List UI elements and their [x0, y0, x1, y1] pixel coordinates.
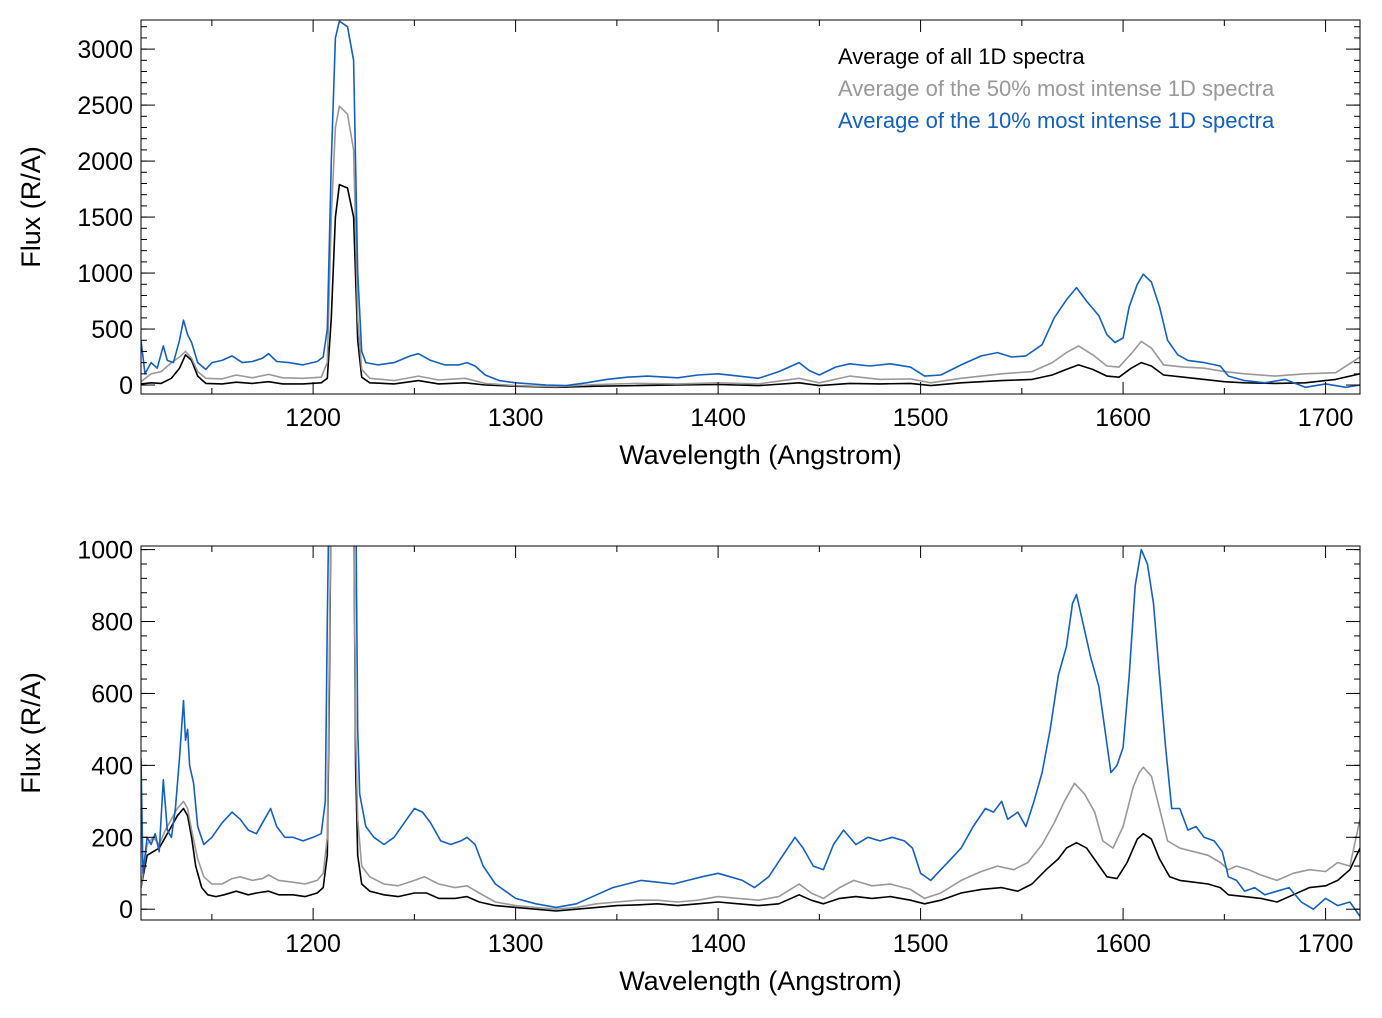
series-line-top50: [141, 546, 1360, 910]
y-tick-label: 1500: [77, 204, 133, 232]
x-tick-label: 1600: [1095, 930, 1151, 958]
y-tick-label: 1000: [77, 260, 133, 288]
x-tick-label: 1200: [285, 404, 341, 432]
x-tick-label: 1500: [893, 930, 949, 958]
legend-entry: Average of the 50% most intense 1D spect…: [838, 76, 1275, 101]
y-tick-label: 200: [91, 824, 133, 852]
x-tick-label: 1400: [690, 404, 746, 432]
y-tick-label: 2000: [77, 148, 133, 176]
y-axis-label: Flux (R/A): [16, 672, 46, 794]
x-tick-label: 1600: [1095, 404, 1151, 432]
y-tick-label: 0: [119, 372, 133, 400]
x-tick-label: 1300: [488, 930, 544, 958]
y-tick-label: 500: [91, 316, 133, 344]
series-line-all: [141, 183, 1360, 389]
y-axis-label: Flux (R/A): [16, 146, 46, 268]
top-panel: 1200 1300 1400 1500 1600 1700 0 500 1000 1500 2000…: [16, 19, 1361, 470]
x-tick-label: 1700: [1298, 404, 1354, 432]
legend-entry: Average of the 10% most intense 1D spect…: [838, 108, 1275, 133]
plot-area: [141, 546, 1360, 917]
series-line-top10: [141, 20, 1360, 389]
bottom-panel: 1200 1300 1400 1500 1600 1700 0 200 400 600 800 100…: [16, 537, 1361, 996]
x-axis-label: Wavelength (Angstrom): [619, 440, 902, 470]
y-tick-label: 2500: [77, 92, 133, 120]
x-tick-label: 1300: [488, 404, 544, 432]
plot-frame: [140, 19, 1361, 395]
x-tick-label: 1200: [285, 930, 341, 958]
series-line-top10: [141, 546, 1360, 917]
y-tick-label: 600: [91, 680, 133, 708]
plot-frame: [140, 545, 1361, 921]
x-axis-label: Wavelength (Angstrom): [619, 966, 902, 996]
x-tick-label: 1400: [690, 930, 746, 958]
legend-entry: Average of all 1D spectra: [838, 44, 1085, 69]
y-tick-label: 400: [91, 752, 133, 780]
plot-area: [141, 20, 1360, 389]
series-line-all: [141, 546, 1360, 912]
y-tick-label: 0: [119, 896, 133, 924]
y-tick-label: 1000: [77, 537, 133, 565]
y-tick-label: 3000: [77, 36, 133, 64]
series-line-top50: [141, 105, 1360, 388]
legend: Average of all 1D spectra Average of the …: [838, 44, 1275, 133]
x-tick-label: 1500: [893, 404, 949, 432]
y-tick-label: 800: [91, 609, 133, 637]
x-tick-label: 1700: [1298, 930, 1354, 958]
